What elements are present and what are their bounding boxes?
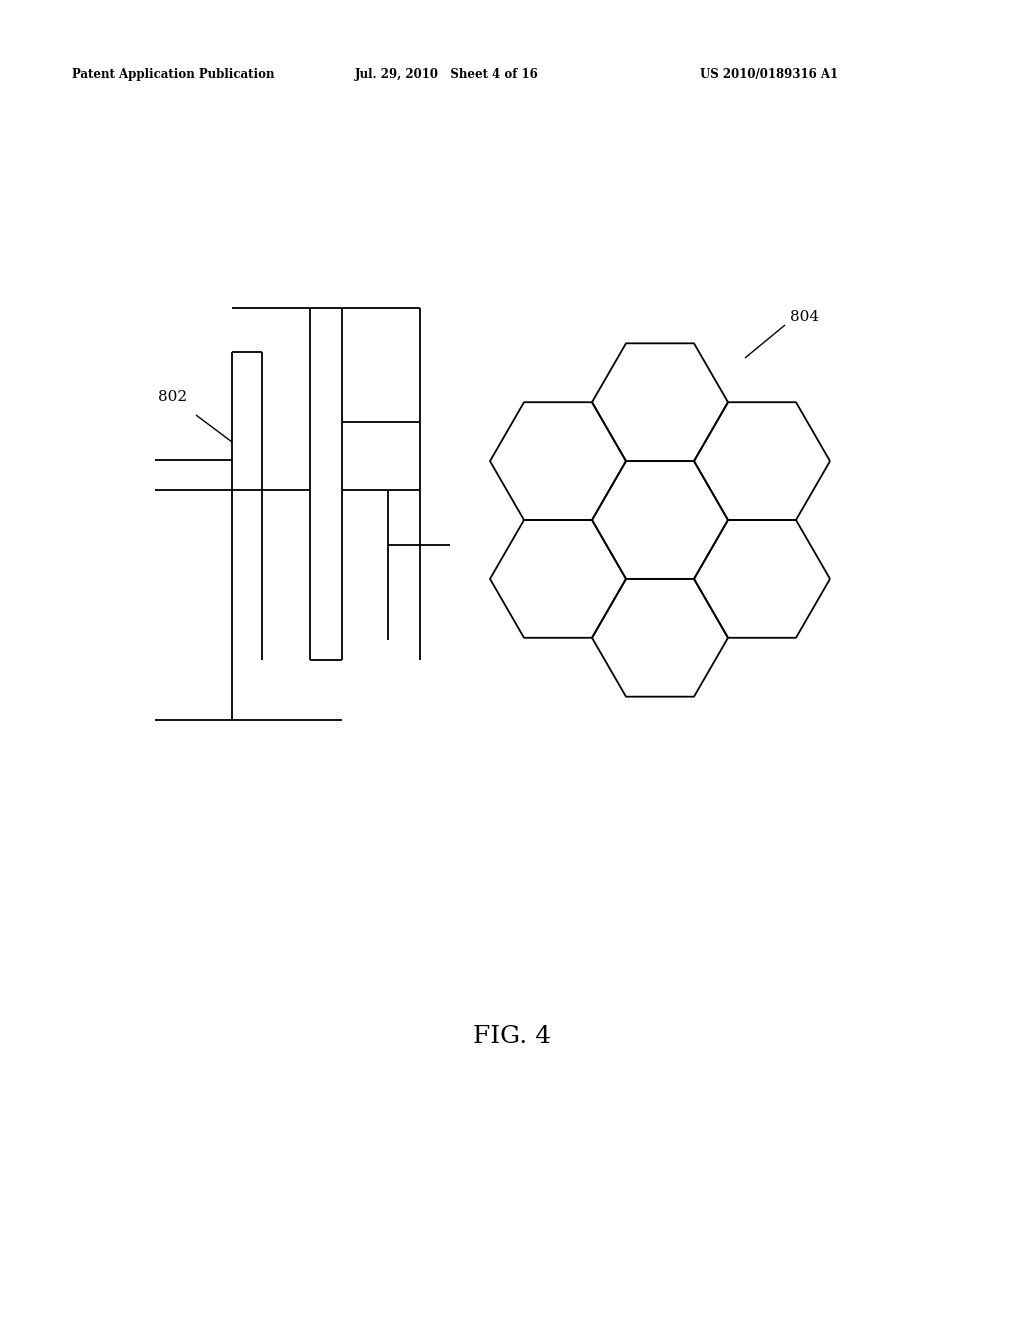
Text: FIG. 4: FIG. 4 — [473, 1026, 551, 1048]
Text: Patent Application Publication: Patent Application Publication — [72, 69, 274, 81]
Text: US 2010/0189316 A1: US 2010/0189316 A1 — [700, 69, 838, 81]
Text: Jul. 29, 2010   Sheet 4 of 16: Jul. 29, 2010 Sheet 4 of 16 — [355, 69, 539, 81]
Text: 804: 804 — [790, 310, 819, 323]
Text: 802: 802 — [158, 389, 187, 404]
